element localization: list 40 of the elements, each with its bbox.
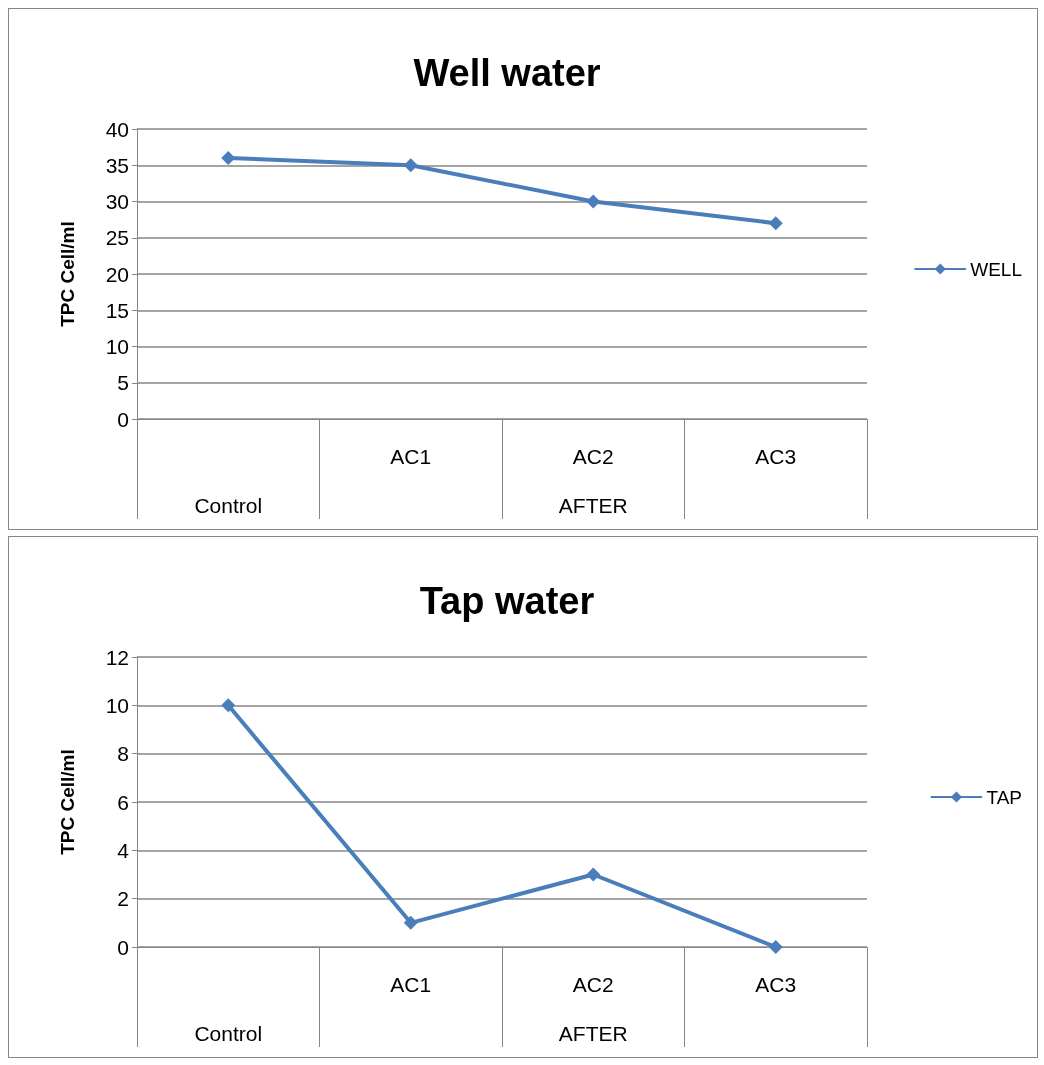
y-axis-title: TPC Cell/ml bbox=[57, 221, 78, 327]
text: Control bbox=[194, 494, 263, 517]
y-tick-label: 10 bbox=[105, 335, 129, 358]
legend-label: WELL bbox=[970, 258, 1023, 280]
y-tick-label: 0 bbox=[117, 407, 129, 431]
y-tick-label: 10 bbox=[105, 693, 129, 717]
point bbox=[403, 158, 418, 173]
y-tick-label: 0 bbox=[117, 935, 129, 959]
y-axis-title: TPC Cell/ml bbox=[57, 749, 78, 855]
text: AFTER bbox=[558, 494, 628, 517]
point bbox=[768, 940, 783, 954]
y-tick-label: 35 bbox=[105, 153, 129, 177]
y-tick-label: 15 bbox=[105, 298, 129, 322]
x-tick-label: AC2 bbox=[572, 445, 614, 468]
point bbox=[586, 867, 601, 882]
x-tick-label: AC2 bbox=[572, 973, 614, 996]
x-tick-label: AC1 bbox=[390, 445, 432, 468]
y-tick-label: 12 bbox=[105, 645, 129, 669]
x-tick-label: AC3 bbox=[755, 973, 797, 996]
y-tick-label: 30 bbox=[105, 190, 129, 213]
text: AFTER bbox=[558, 1022, 628, 1045]
y-tick-label: 25 bbox=[105, 226, 129, 250]
point bbox=[221, 698, 236, 713]
y-tick-label: 40 bbox=[105, 117, 129, 141]
x-tick-label: AC1 bbox=[390, 973, 432, 996]
y-tick-label: 5 bbox=[117, 371, 129, 395]
chart-title: Well water bbox=[413, 52, 601, 94]
y-tick-label: 4 bbox=[117, 838, 130, 862]
y-tick-label: 8 bbox=[117, 742, 129, 766]
chart-title: Tap water bbox=[419, 580, 595, 622]
x-tick-label: AC3 bbox=[755, 445, 797, 468]
y-tick-label: 6 bbox=[117, 790, 129, 814]
point bbox=[403, 915, 418, 930]
y-tick-label: 20 bbox=[105, 262, 129, 286]
y-tick-label: 2 bbox=[117, 887, 129, 911]
point bbox=[221, 151, 236, 165]
text: Control bbox=[194, 1022, 263, 1045]
point bbox=[768, 216, 783, 231]
legend-label: TAP bbox=[986, 786, 1023, 808]
point bbox=[586, 194, 601, 209]
